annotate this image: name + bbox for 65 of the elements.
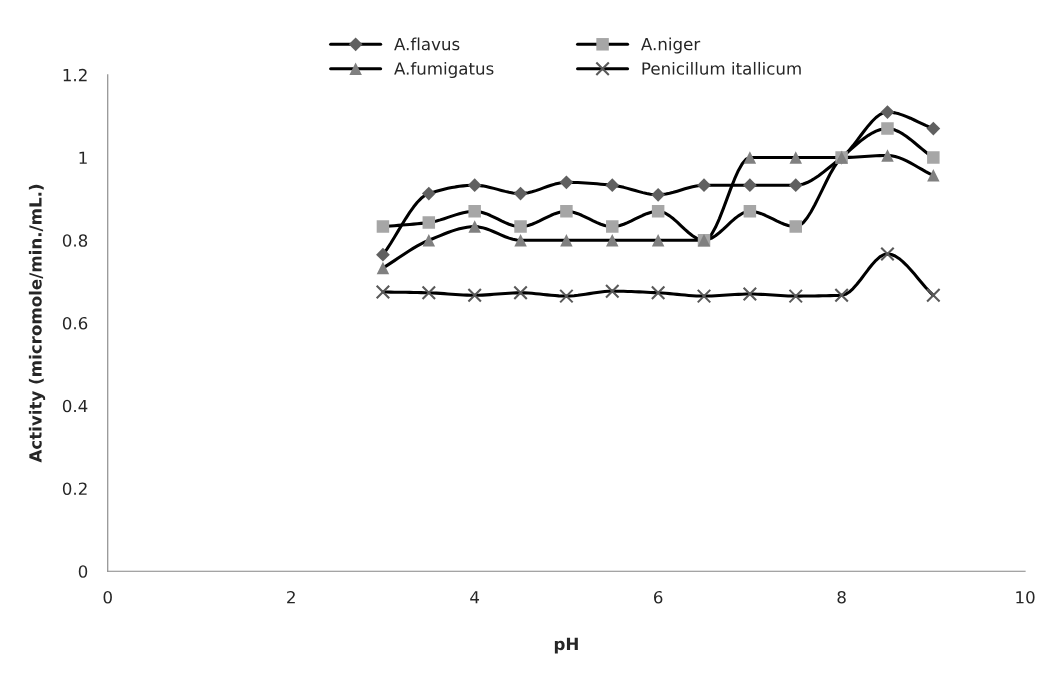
x-tick-label: 0 bbox=[103, 590, 112, 604]
x-tick-label: 4 bbox=[470, 591, 480, 604]
point bbox=[697, 178, 711, 193]
x-tick-label: 2 bbox=[287, 590, 295, 604]
point bbox=[651, 187, 666, 202]
point bbox=[421, 186, 436, 201]
y-tick-label: 0.2 bbox=[62, 482, 87, 496]
point bbox=[375, 284, 391, 300]
point bbox=[743, 205, 757, 218]
legend-label: A.niger bbox=[641, 37, 701, 54]
point bbox=[422, 234, 436, 247]
x-tick-label: 10 bbox=[1016, 590, 1035, 604]
point bbox=[881, 149, 894, 162]
point bbox=[743, 151, 757, 164]
point bbox=[881, 122, 894, 135]
legend-label: A.fumigatus bbox=[394, 61, 494, 79]
point bbox=[421, 285, 437, 301]
y-tick-label: 1 bbox=[79, 151, 87, 164]
point bbox=[376, 220, 390, 233]
point bbox=[514, 220, 527, 233]
point bbox=[789, 151, 802, 164]
legend-label: Penicillum itallicum bbox=[642, 61, 801, 75]
point bbox=[927, 169, 940, 182]
y-tick-label: 0 bbox=[78, 565, 88, 578]
point bbox=[788, 178, 803, 193]
point bbox=[696, 288, 712, 304]
point bbox=[467, 287, 482, 303]
point bbox=[650, 285, 666, 301]
x-tick-label: 8 bbox=[837, 590, 846, 604]
point bbox=[468, 220, 481, 233]
y-tick-label: 0.4 bbox=[62, 399, 88, 413]
point bbox=[513, 285, 528, 301]
point bbox=[376, 261, 390, 275]
point bbox=[604, 283, 620, 299]
x-tick-label: 6 bbox=[654, 590, 663, 604]
point bbox=[880, 246, 895, 262]
point bbox=[834, 287, 849, 303]
y-tick-label: 0.8 bbox=[62, 234, 88, 247]
point bbox=[742, 286, 758, 302]
point bbox=[880, 105, 895, 119]
point bbox=[927, 151, 940, 164]
point bbox=[606, 220, 619, 233]
point bbox=[743, 178, 757, 193]
point bbox=[560, 205, 573, 218]
point bbox=[651, 234, 665, 247]
point bbox=[560, 234, 573, 247]
y-axis-title: Activity (micromole/min./mL.) bbox=[28, 184, 46, 463]
point bbox=[651, 205, 665, 218]
point bbox=[422, 216, 436, 229]
point bbox=[788, 288, 804, 304]
point bbox=[376, 247, 390, 262]
y-tick-label: 0.6 bbox=[62, 316, 88, 330]
point bbox=[926, 287, 941, 303]
point bbox=[606, 234, 619, 247]
point bbox=[467, 178, 482, 193]
point bbox=[559, 175, 574, 190]
point bbox=[789, 220, 802, 233]
point bbox=[559, 288, 574, 304]
x-axis-title: pH bbox=[554, 637, 578, 654]
point bbox=[605, 178, 620, 193]
point bbox=[926, 121, 941, 136]
y-tick-label: 1.2 bbox=[63, 68, 87, 82]
legend-label: A.flavus bbox=[394, 37, 460, 51]
point bbox=[468, 205, 481, 218]
point bbox=[514, 234, 527, 247]
